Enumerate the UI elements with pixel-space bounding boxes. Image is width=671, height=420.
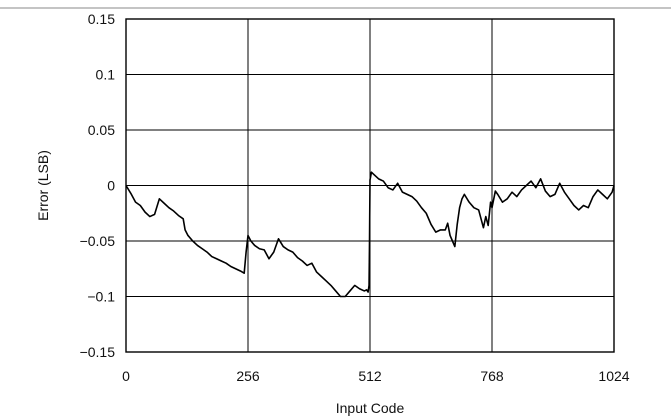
y-tick-label: 0.15: [88, 11, 115, 27]
error-series-line: [125, 171, 615, 298]
y-tick-label: −0.1: [87, 289, 115, 305]
x-tick-label: 256: [236, 368, 260, 384]
x-tick-label: 0: [122, 368, 130, 384]
y-tick-label: −0.05: [80, 233, 116, 249]
x-axis-label: Input Code: [336, 400, 405, 416]
x-tick-labels: 0 256 512 768 1024: [122, 368, 630, 384]
y-tick-label: 0.05: [88, 122, 115, 138]
series-layer: [125, 171, 615, 298]
plot-frame: [125, 18, 615, 353]
y-tick-label: 0.1: [96, 67, 116, 83]
y-tick-label: −0.15: [80, 344, 116, 360]
y-tick-labels: 0.15 0.1 0.05 0 −0.05 −0.1 −0.15: [80, 11, 116, 360]
x-tick-label: 768: [480, 368, 504, 384]
grid: [126, 19, 614, 352]
y-tick-label: 0: [107, 178, 115, 194]
x-tick-label: 512: [358, 368, 382, 384]
y-axis-label: Error (LSB): [35, 150, 51, 221]
x-tick-label: 1024: [598, 368, 629, 384]
